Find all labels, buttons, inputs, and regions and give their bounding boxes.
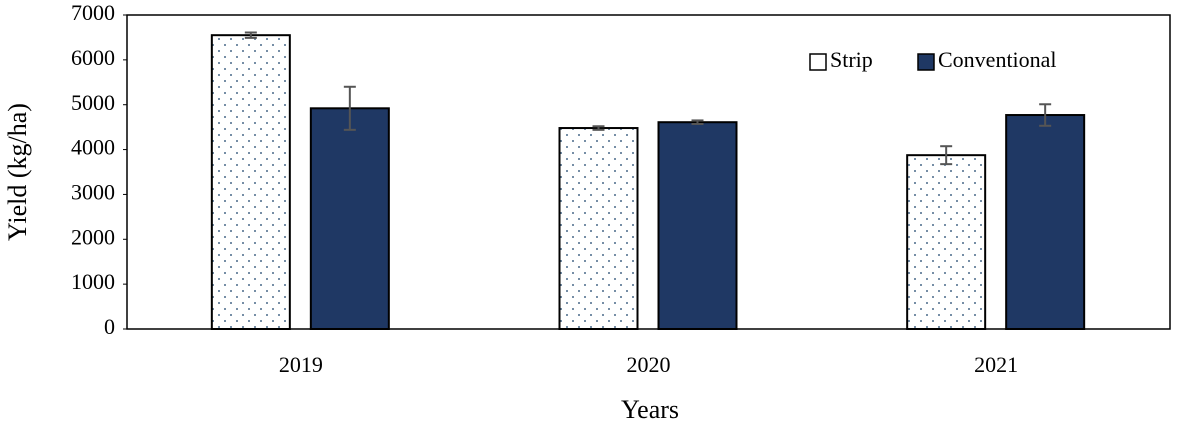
y-axis-title: Yield (kg/ha) [3, 103, 32, 241]
x-axis-title: Years [621, 395, 679, 424]
bar [1005, 114, 1086, 330]
error-bar [343, 85, 356, 131]
y-tick-label: 3000 [71, 179, 115, 204]
legend-swatch [809, 53, 827, 71]
y-tick-label: 0 [104, 314, 115, 339]
legend-label: Strip [830, 47, 873, 72]
x-tick-label: 2020 [627, 352, 671, 377]
plot-frame [126, 14, 1171, 330]
bar [558, 127, 639, 330]
y-tick-label: 5000 [71, 90, 115, 115]
y-tick-label: 4000 [71, 135, 115, 160]
legend-swatch [917, 53, 935, 71]
y-tick-label: 2000 [71, 224, 115, 249]
x-tick-label: 2021 [974, 352, 1018, 377]
error-bar [940, 145, 953, 166]
y-tick-label: 1000 [71, 269, 115, 294]
x-tick-label: 2019 [279, 352, 323, 377]
bar [309, 107, 390, 330]
bar [657, 121, 738, 330]
bar [906, 154, 987, 330]
error-bar [592, 125, 605, 131]
y-tick-label: 6000 [71, 45, 115, 70]
error-bar [1039, 103, 1052, 127]
error-bar [244, 31, 257, 39]
bar [210, 34, 291, 331]
y-tick-label: 7000 [71, 0, 115, 25]
legend-label: Conventional [938, 47, 1057, 72]
error-bar [691, 119, 704, 126]
